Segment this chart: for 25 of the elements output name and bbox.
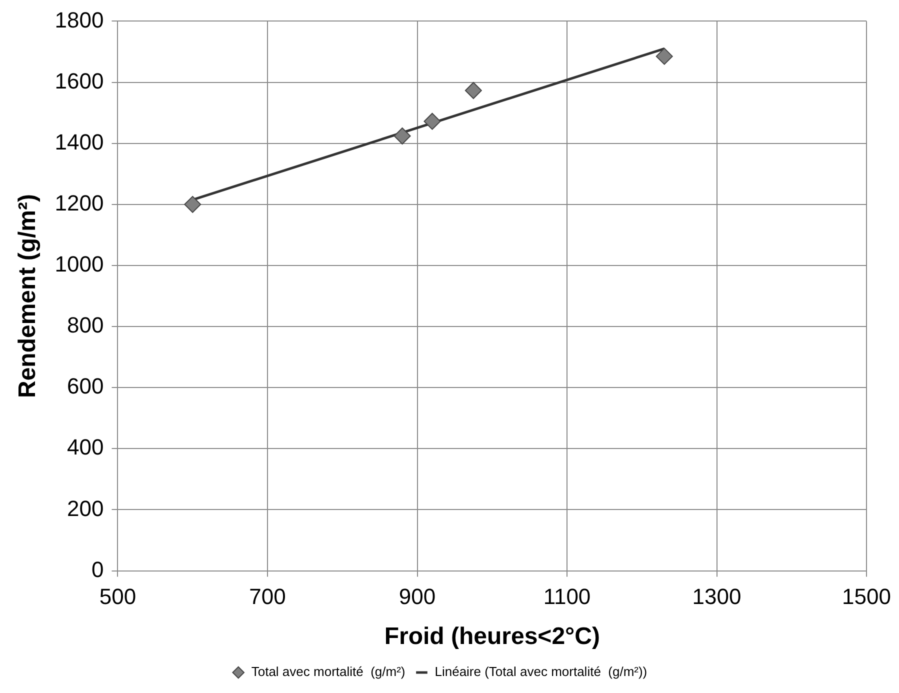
- x-tick-label: 1300: [692, 584, 742, 610]
- point: [656, 48, 673, 65]
- point: [424, 112, 441, 130]
- y-tick-label: 800: [67, 312, 104, 338]
- y-tick-label: 1200: [54, 190, 104, 216]
- legend-label: Linéaire (Total avec mortalité (g/m²)): [434, 664, 648, 680]
- x-tick-label: 1100: [543, 584, 591, 610]
- y-tick-label: 200: [67, 496, 104, 521]
- y-tick-label: 600: [67, 374, 104, 399]
- point: [184, 196, 202, 213]
- y-tick-label: 1400: [54, 129, 104, 154]
- x-tick-label: 1500: [842, 584, 892, 610]
- legend-label: Total avec mortalité (g/m²): [251, 664, 406, 680]
- point: [394, 128, 411, 145]
- x-tick-label: 700: [249, 584, 286, 610]
- x-axis-title: Froid (heures<2°C): [384, 623, 600, 650]
- y-tick-label: 1000: [54, 252, 104, 277]
- y-tick-label: 400: [67, 434, 104, 460]
- y-axis-title: Rendement (g/m²): [14, 194, 42, 398]
- y-tick-label: 1800: [54, 7, 104, 32]
- y-tick-label: 0: [91, 556, 104, 582]
- x-tick-label: 500: [99, 584, 136, 610]
- y-tick-label: 1600: [54, 68, 104, 94]
- x-tick-label: 900: [398, 584, 436, 610]
- point: [464, 82, 482, 100]
